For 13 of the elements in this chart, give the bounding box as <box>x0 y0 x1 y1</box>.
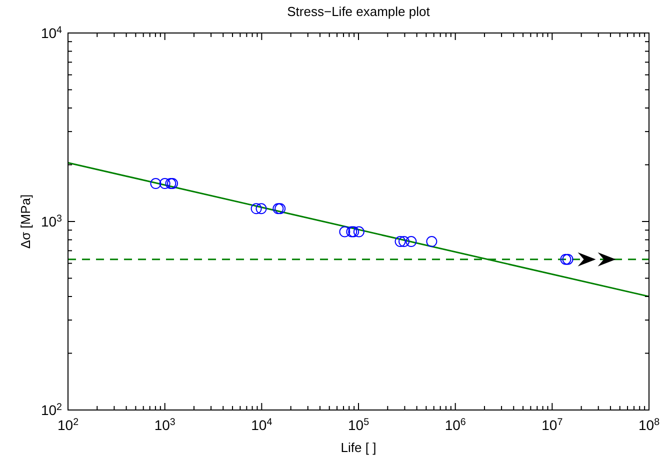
x-tick-label: 10$^{3}$ <box>154 416 176 433</box>
y-tick-label: 10$^{3}$ <box>40 213 63 230</box>
x-tick-label: 10$^{4}$ <box>251 416 273 433</box>
x-tick-label: 10$^{7}$ <box>542 416 563 433</box>
x-tick-label: 10$^{2}$ <box>57 416 79 433</box>
x-axis-title: Life [ ] <box>340 440 376 455</box>
y-axis-title: Δσ [MPa] <box>18 194 33 249</box>
x-tick-label: 10$^{6}$ <box>444 416 466 433</box>
x-tick-label: 10$^{5}$ <box>348 416 370 433</box>
y-tick-label: 10$^{4}$ <box>40 24 63 41</box>
y-tick-label: 10$^{2}$ <box>40 402 62 418</box>
chart-title: Stress−Life example plot <box>287 4 430 19</box>
x-tick-label: 10$^{8}$ <box>638 416 660 433</box>
